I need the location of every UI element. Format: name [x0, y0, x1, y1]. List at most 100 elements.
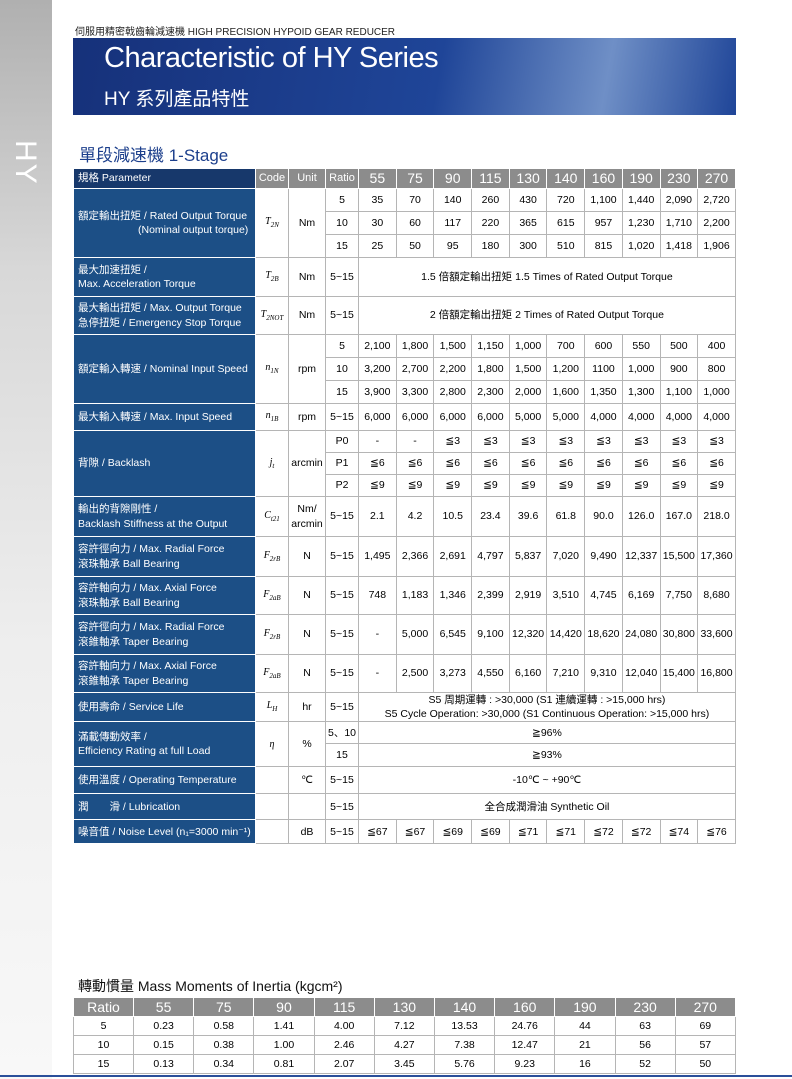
- label-line: 滾錐軸承 Taper Bearing: [78, 635, 189, 648]
- value-cell: 2,000: [508, 380, 548, 404]
- value-cell: 1,346: [433, 576, 473, 615]
- row-label: 容許徑向力 / Max. Radial Force 滾珠軸承 Ball Beari…: [73, 536, 256, 577]
- side-label: HY: [9, 140, 42, 186]
- code-cell: F2aB: [255, 576, 289, 615]
- value-cell: 430: [508, 188, 548, 212]
- table-row: 潤 滑 / Lubrication 5~15 全合成潤滑油 Synthetic Oi…: [73, 793, 736, 821]
- ratio-cell: 5~15: [325, 536, 359, 577]
- unit-cell: Nm: [288, 188, 326, 258]
- value-cell: 4,550: [471, 654, 510, 693]
- ratio-cell: 5~15: [325, 496, 359, 537]
- unit-cell: %: [288, 721, 326, 768]
- ratio-cell: 5~15: [325, 691, 359, 723]
- row-label: 最大輸入轉速 / Max. Input Speed: [73, 403, 256, 431]
- value-cell: ≦9: [508, 474, 548, 497]
- inertia-cell: 0.13: [132, 1054, 195, 1074]
- inertia-cell: 13.53: [433, 1016, 496, 1036]
- value-cell: 5,000: [395, 614, 435, 655]
- value-cell: 900: [659, 357, 699, 381]
- inertia-header: 190: [554, 997, 616, 1017]
- value-cell: 2,200: [433, 357, 473, 381]
- value-cell: ≦3: [621, 430, 661, 453]
- value-cell: 300: [508, 234, 548, 258]
- value-cell: 30: [358, 211, 397, 235]
- value-cell: ≦9: [358, 474, 397, 497]
- inertia-cell: 50: [674, 1054, 736, 1074]
- inertia-header: 90: [253, 997, 315, 1017]
- inertia-cell: 0.81: [253, 1054, 315, 1074]
- value-cell: 2,500: [395, 654, 435, 693]
- table-row: 使用溫度 / Operating Temperature ℃ 5~15 -10℃ ~ …: [73, 766, 736, 795]
- inertia-cell: 21: [554, 1035, 616, 1055]
- inertia-row: 15 0.13 0.34 0.81 2.07 3.45 5.76 9.23 16 52 50: [73, 1054, 736, 1074]
- value-cell: 2,800: [433, 380, 473, 404]
- value-cell: 4,797: [471, 536, 510, 577]
- inertia-header: 75: [193, 997, 255, 1017]
- unit-cell: N: [288, 536, 326, 577]
- code-symbol: η: [269, 738, 275, 750]
- inertia-header: 115: [313, 997, 375, 1017]
- column-header: Code: [255, 168, 289, 189]
- value-cell: 1,150: [471, 334, 510, 358]
- size-header: 130: [508, 168, 548, 189]
- code-subscript: t: [272, 461, 275, 470]
- value-cell: 218.0: [697, 496, 736, 537]
- value-cell: 3,900: [358, 380, 397, 404]
- code-cell: F2rB: [255, 536, 289, 577]
- value-cell: 7,210: [546, 654, 586, 693]
- value-cell: ≦9: [395, 474, 435, 497]
- table-row: 滿載傳動效率 / Efficiency Rating at full Load η%…: [73, 721, 736, 768]
- value-cell: 167.0: [659, 496, 699, 537]
- value-cell: ≦9: [433, 474, 473, 497]
- value-cell: ≦3: [508, 430, 548, 453]
- table-row: P2 ≦9 ≦9 ≦9 ≦9 ≦9 ≦9 ≦9 ≦9 ≦9 ≦9: [74, 474, 736, 497]
- value-cell: 5,837: [508, 536, 548, 577]
- code-cell: T2NOT: [255, 296, 289, 335]
- row-label: 潤 滑 / Lubrication: [73, 793, 256, 821]
- label-line: (Nominal output torque): [138, 224, 249, 236]
- table-row: 15 3,900 3,300 2,800 2,300 2,000 1,600 1,350 1,3…: [74, 380, 736, 404]
- span-text: 1.5 倍額定輸出扭矩 1.5 Times of Rated Output To…: [421, 270, 673, 283]
- label-line: 滾錐軸承 Taper Bearing: [78, 674, 189, 687]
- value-cell: 6,000: [471, 403, 510, 431]
- value-cell: ≦3: [697, 430, 736, 453]
- ratio-cell: 15: [325, 743, 359, 768]
- value-cell: 1,020: [621, 234, 661, 258]
- code-subscript: 2aB: [269, 671, 281, 680]
- row-label: 容許軸向力 / Max. Axial Force 滾珠軸承 Ball Bearin…: [73, 576, 256, 615]
- inertia-cell: 57: [674, 1035, 736, 1055]
- code-symbol: C: [264, 509, 271, 521]
- value-cell: 3,510: [546, 576, 586, 615]
- inertia-cell: 4.27: [373, 1035, 435, 1055]
- label-line: 輸出的背隙剛性 /: [78, 503, 158, 516]
- code-subscript: 2rB: [269, 632, 281, 641]
- table-row: 額定輸入轉速 / Nominal Input Speed n1N rpm 5 2,100…: [73, 334, 736, 404]
- table-row: 容許徑向力 / Max. Radial Force 滾錐軸承 Taper Bear…: [73, 614, 736, 655]
- inertia-cell: 0.58: [193, 1016, 255, 1036]
- ratio-cell: 15: [325, 234, 359, 258]
- row-label: 使用溫度 / Operating Temperature: [73, 766, 256, 795]
- value-cell: 4,000: [621, 403, 661, 431]
- value-cell: ≦6: [395, 452, 435, 475]
- ratio-cell: 5: [325, 334, 359, 358]
- code-cell: F2rB: [255, 614, 289, 655]
- table-row: 容許軸向力 / Max. Axial Force 滾錐軸承 Taper Beari…: [73, 654, 736, 693]
- code-cell: T2B: [255, 257, 289, 297]
- inertia-cell: 1.00: [253, 1035, 315, 1055]
- value-cell: ≦67: [358, 819, 397, 845]
- inertia-cell: 56: [614, 1035, 676, 1055]
- subtitle: HY 系列產品特性: [104, 89, 250, 110]
- row-label: 輸出的背隙剛性 / Backlash Stiffness at the Outpu…: [73, 496, 256, 537]
- header-row: Ratio 55 75 90 115 130 140 160 190 230 270: [73, 997, 736, 1017]
- label-line: 額定輸出扭矩 / Rated Output Torque: [78, 209, 248, 222]
- value-cell: ≦69: [433, 819, 473, 845]
- value-cell: ≦6: [508, 452, 548, 475]
- ratio-cell: P0: [325, 430, 359, 453]
- code-subscript: 2aB: [269, 593, 281, 602]
- row-label: 額定輸入轉速 / Nominal Input Speed: [73, 334, 256, 404]
- value-cell: 5,000: [508, 403, 548, 431]
- span-cell: 2 倍額定輸出扭矩 2 Times of Rated Output Torque: [358, 296, 736, 335]
- span-cell: -10℃ ~ +90℃: [358, 766, 736, 795]
- value-cell: 1,100: [584, 188, 623, 212]
- value-cell: 957: [584, 211, 623, 235]
